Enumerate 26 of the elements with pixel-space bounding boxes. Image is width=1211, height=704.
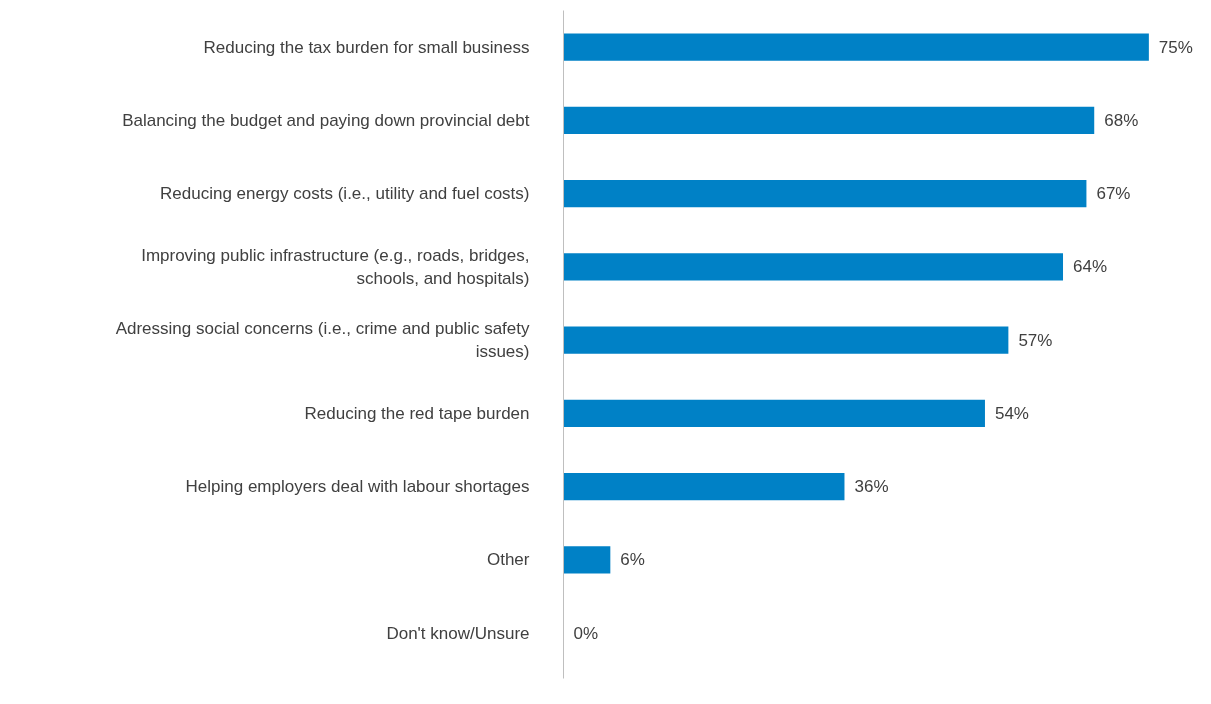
data-label: 68%: [1104, 110, 1139, 130]
y-tick-label: Adressing social concerns (i.e., crime and public safety issues): [115, 319, 530, 362]
data-label: 67%: [1096, 184, 1131, 204]
bar: [563, 546, 611, 574]
bar: [563, 180, 1087, 208]
y-tick-label: Helping employers deal with labour shortages: [185, 477, 530, 497]
y-tick-label: Balancing the budget and paying down provincial debt: [122, 110, 530, 130]
bar: [563, 473, 845, 501]
y-tick-label: Reducing the tax burden for small business: [203, 37, 530, 57]
bar: [563, 399, 985, 427]
data-label: 0%: [573, 623, 599, 643]
y-tick-label: Improving public infrastructure (e.g., roads, bridges, schools, and hospitals): [141, 245, 530, 288]
data-label: 64%: [1073, 257, 1108, 277]
bar: [563, 33, 1149, 61]
y-tick-label: Reducing energy costs (i.e., utility and fuel costs): [160, 184, 530, 204]
data-label: 54%: [994, 403, 1029, 423]
data-label: 75%: [1158, 37, 1193, 57]
data-label: 6%: [620, 550, 645, 570]
data-label: 57%: [1018, 330, 1053, 350]
y-tick-label: Don't know/Unsure: [386, 623, 530, 643]
bar: [563, 253, 1064, 281]
y-tick-label: Reducing the red tape burden: [304, 403, 530, 423]
data-label: 36%: [854, 477, 889, 497]
y-tick-label: Other: [486, 550, 530, 570]
bar: [563, 106, 1095, 134]
bar: [563, 326, 1009, 354]
